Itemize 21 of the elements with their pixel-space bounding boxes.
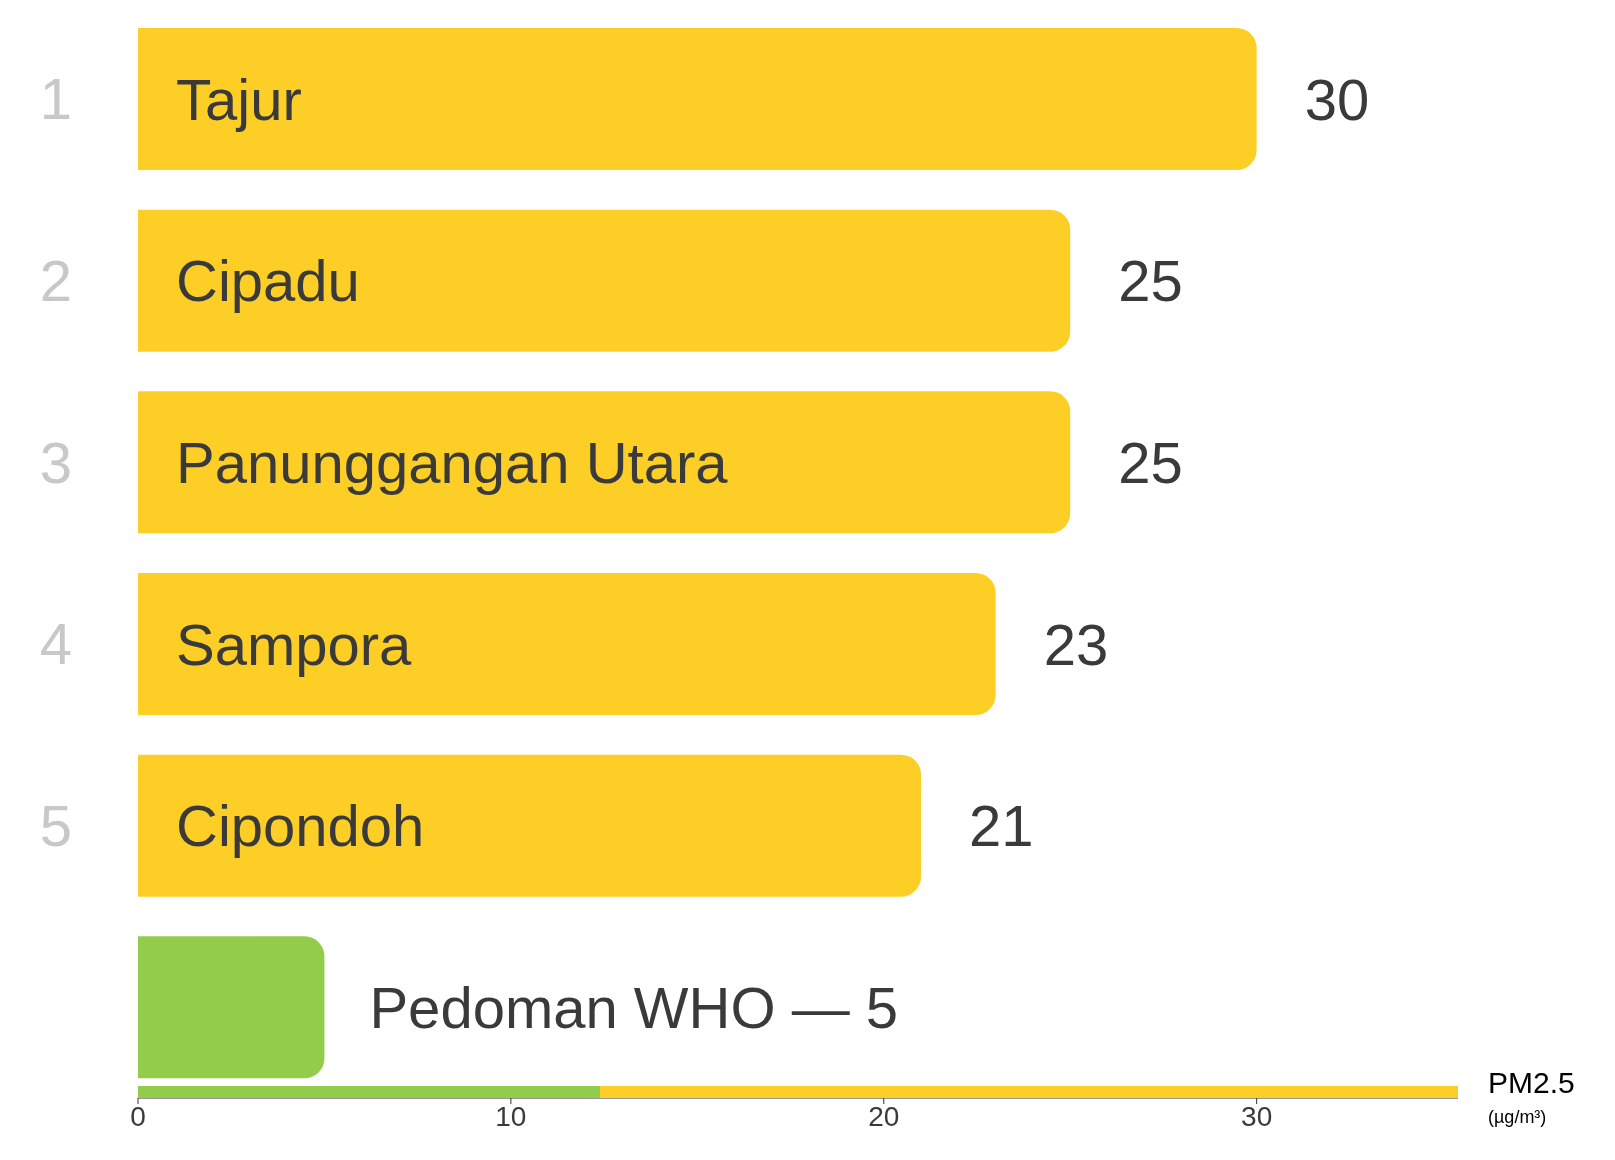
y-tick-label: Cipadu — [176, 248, 360, 314]
data-label: 23 — [1043, 611, 1109, 677]
y-tick-label: Cipondoh — [176, 793, 425, 859]
x-tick-label: 10 — [495, 1100, 527, 1132]
bar — [138, 391, 1071, 534]
bar — [138, 936, 325, 1079]
x-tick-label: 0 — [130, 1100, 146, 1132]
data-label: 25 — [1118, 429, 1183, 495]
bar — [138, 573, 996, 715]
data-label: 25 — [1118, 248, 1183, 314]
data-label: 21 — [969, 793, 1034, 859]
bar — [138, 209, 1071, 352]
data-label: 30 — [1304, 66, 1370, 132]
bar — [138, 28, 1257, 170]
y-tick-label: Panunggangan Utara — [176, 429, 729, 495]
y-tick-label: Tajur — [176, 66, 302, 132]
x-tick-label: 20 — [868, 1100, 900, 1132]
x-tick-label: 30 — [1241, 1100, 1273, 1132]
bar — [138, 754, 922, 897]
y-tick-label: Pedoman WHO — 5 — [369, 974, 899, 1040]
y-tick-label: Sampora — [176, 611, 413, 677]
